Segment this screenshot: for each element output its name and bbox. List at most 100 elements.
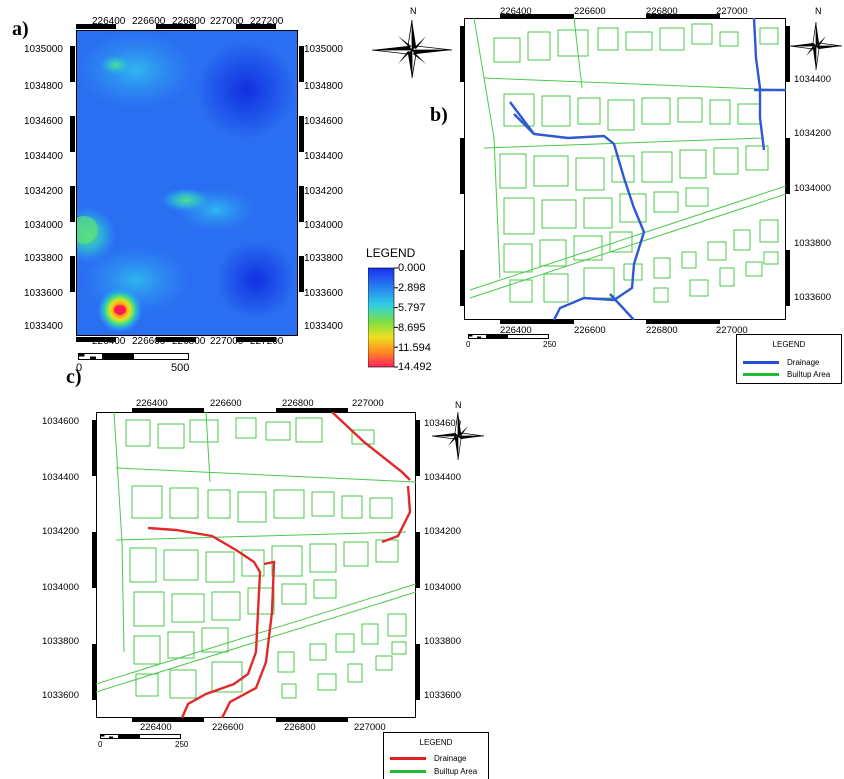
scale-label: 250	[175, 740, 189, 749]
legend-value: 5.797	[398, 302, 426, 314]
north-label: N	[455, 400, 462, 410]
panel-a-scale-bar	[78, 353, 189, 360]
legend-value: 2.898	[398, 282, 426, 294]
y-tick: 1034400	[304, 151, 343, 162]
x-tick: 226400	[500, 325, 532, 336]
x-tick: 226600	[574, 325, 606, 336]
y-tick: 1034000	[794, 183, 831, 194]
y-tick: 1033400	[304, 321, 343, 332]
scale-label: 250	[543, 340, 557, 349]
y-tick: 1034400	[24, 151, 63, 162]
panel-a-legend-title: LEGEND	[366, 246, 416, 260]
y-tick: 1034000	[304, 220, 343, 231]
panel-c-scale-bar	[100, 734, 181, 739]
y-tick: 1033600	[794, 292, 831, 303]
x-tick: 226400	[136, 398, 168, 409]
y-tick: 1033800	[794, 238, 831, 249]
x-tick: 227000	[716, 6, 748, 17]
legend-title: LEGEND	[772, 340, 806, 349]
x-tick: 226400	[140, 722, 172, 733]
panel-c-map	[96, 412, 416, 718]
north-arrow-icon	[371, 19, 453, 79]
y-tick: 1034400	[424, 472, 461, 483]
y-tick: 1034600	[42, 416, 79, 427]
north-label: N	[410, 6, 417, 16]
y-tick: 1034600	[424, 418, 461, 429]
legend-label: Builtup Area	[434, 766, 478, 776]
panel-a-frame-bars	[70, 24, 304, 342]
legend-value: 8.695	[398, 322, 426, 334]
legend-label: Builtup Area	[787, 369, 831, 379]
y-tick: 1034800	[304, 81, 343, 92]
panel-c-legend: LEGEND Drainage Builtup Area	[383, 732, 489, 779]
x-tick: 226600	[132, 336, 166, 347]
north-label: N	[815, 6, 822, 16]
panel-b-legend: LEGEND Drainage Builtup Area	[736, 334, 842, 384]
y-tick: 1034600	[304, 116, 343, 127]
x-tick: 227200	[250, 16, 284, 27]
y-tick: 1034400	[794, 74, 831, 85]
panel-b-map	[464, 18, 786, 320]
y-tick: 1034200	[424, 526, 461, 537]
panel-a-frame	[76, 30, 298, 336]
y-tick: 1034200	[42, 526, 79, 537]
x-tick: 226600	[574, 6, 606, 17]
x-tick: 227000	[210, 336, 244, 347]
x-tick: 226600	[210, 398, 242, 409]
scale-label: 500	[171, 362, 190, 374]
y-tick: 1033600	[24, 288, 63, 299]
y-tick: 1034600	[24, 116, 63, 127]
legend-item-builtup: Builtup Area	[743, 369, 830, 379]
y-tick: 1033400	[24, 321, 63, 332]
x-tick: 226400	[92, 16, 126, 27]
y-tick: 1033600	[42, 690, 79, 701]
y-tick: 1034000	[24, 220, 63, 231]
y-tick: 1035000	[304, 44, 343, 55]
legend-title: LEGEND	[419, 738, 453, 747]
y-tick: 1034200	[304, 186, 343, 197]
y-tick: 1033800	[42, 636, 79, 647]
builtup-swatch	[390, 769, 426, 773]
y-tick: 1033800	[24, 253, 63, 264]
y-tick: 1034200	[24, 186, 63, 197]
legend-value: 0.000	[398, 262, 426, 274]
y-tick: 1034000	[42, 582, 79, 593]
x-tick: 226600	[132, 16, 166, 27]
y-tick: 1034200	[794, 128, 831, 139]
x-tick: 227000	[716, 325, 748, 336]
x-tick: 226800	[646, 6, 678, 17]
legend-item-builtup: Builtup Area	[390, 766, 477, 776]
north-arrow-icon	[431, 411, 485, 461]
y-tick: 1034400	[42, 472, 79, 483]
x-tick: 227000	[354, 722, 386, 733]
legend-label: Drainage	[787, 357, 820, 367]
drainage-swatch	[390, 756, 426, 760]
panel-a-label: a)	[12, 18, 29, 40]
legend-value: 14.492	[398, 361, 432, 373]
builtup-swatch	[743, 372, 779, 376]
y-tick: 1033600	[424, 690, 461, 701]
legend-item-drainage: Drainage	[743, 357, 819, 367]
panel-c-frame-bars	[92, 408, 420, 722]
drainage-swatch	[743, 360, 779, 364]
y-tick: 1034800	[24, 81, 63, 92]
x-tick: 226600	[212, 722, 244, 733]
x-tick: 227000	[352, 398, 384, 409]
x-tick: 226800	[282, 398, 314, 409]
x-tick: 227000	[210, 16, 244, 27]
x-tick: 226800	[172, 16, 206, 27]
panel-b-scale-bar	[468, 334, 549, 339]
x-tick: 226800	[646, 325, 678, 336]
y-tick: 1033800	[304, 253, 343, 264]
y-tick: 1035000	[24, 44, 63, 55]
north-arrow-icon	[789, 21, 843, 71]
panel-b-label: b)	[430, 104, 448, 126]
y-tick: 1033600	[304, 288, 343, 299]
y-tick: 1033800	[424, 636, 461, 647]
legend-item-drainage: Drainage	[390, 753, 466, 763]
y-tick: 1034000	[424, 582, 461, 593]
panel-a-colorbar	[368, 267, 398, 368]
scale-label: 0	[466, 340, 471, 349]
scale-label: 0	[98, 740, 103, 749]
legend-value: 11.594	[398, 342, 431, 354]
